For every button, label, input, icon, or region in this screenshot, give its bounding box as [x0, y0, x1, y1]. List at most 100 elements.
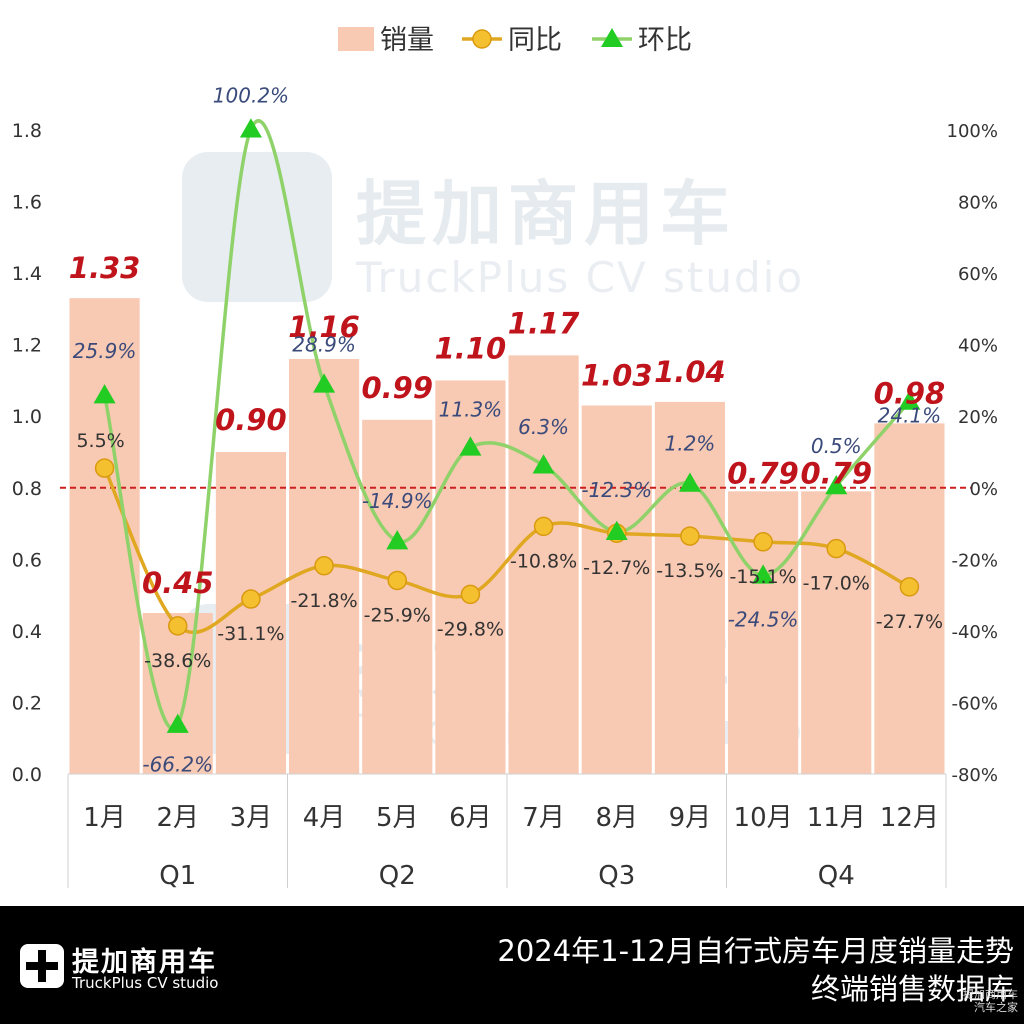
mom-point: [166, 713, 189, 733]
yoy-value-label: 5.5%: [76, 430, 124, 452]
footer-corner-credit: 提加商用车 汽车之家: [963, 988, 1018, 1014]
legend-yoy-marker: [472, 29, 492, 49]
legend-mom-marker: [601, 28, 623, 47]
mom-point: [825, 474, 848, 495]
mom-point: [605, 520, 628, 541]
mom-line: [102, 119, 911, 731]
mom-point: [93, 384, 116, 404]
mom-point: [898, 390, 921, 410]
yoy-value-label: -31.1%: [217, 623, 284, 645]
sales-value-label: 0.79: [800, 456, 872, 490]
sales-value-label: 1.16: [288, 310, 360, 344]
y-right-tick-label: 40%: [958, 336, 998, 357]
y-right-tick-label: 100%: [947, 121, 998, 142]
mom-value-label: 100.2%: [213, 83, 289, 107]
yoy-point: [899, 577, 920, 597]
mom-value-label: 0.5%: [811, 434, 862, 458]
sales-value-label: 1.17: [508, 306, 580, 340]
legend-sales-label: 销量: [380, 25, 434, 56]
mom-point: [532, 454, 555, 474]
x-category-label: 12月: [880, 803, 939, 833]
sales-bar: [801, 491, 872, 774]
y-right-tick-label: -60%: [951, 693, 998, 714]
quarter-label: Q4: [818, 861, 855, 891]
mom-point: [239, 118, 262, 138]
x-category-label: 4月: [303, 803, 346, 833]
sales-value-label: 0.79: [727, 456, 799, 490]
yoy-value-label: -12.7%: [583, 557, 650, 579]
quarter-label: Q1: [159, 861, 196, 891]
mom-point: [678, 472, 701, 492]
x-category-label: 1月: [83, 803, 126, 833]
sales-bar: [69, 298, 140, 774]
yoy-point: [753, 532, 773, 552]
yoy-point: [168, 616, 188, 636]
y-left-tick-label: 0.4: [12, 621, 42, 643]
sales-bar: [874, 423, 945, 774]
brand-logo-icon: [20, 944, 64, 988]
mom-point: [386, 530, 409, 550]
legend-mom-label: 环比: [638, 25, 692, 56]
x-category-label: 5月: [376, 803, 419, 833]
mom-point: [752, 564, 775, 584]
y-left-tick-label: 1.4: [12, 263, 42, 285]
x-category-label: 9月: [669, 803, 712, 833]
y-left-tick-label: 1.6: [12, 192, 42, 214]
mom-value-label: 1.2%: [665, 431, 716, 455]
legend-sales-swatch: [338, 27, 374, 51]
sales-bar: [362, 419, 433, 774]
mom-value-label: -66.2%: [142, 753, 213, 777]
quarter-label: Q2: [379, 861, 416, 891]
footer-brand-en: TruckPlus CV studio: [72, 974, 219, 992]
yoy-value-label: -29.8%: [437, 618, 504, 640]
x-category-label: 7月: [522, 803, 565, 833]
watermark-logo-icon: [182, 152, 332, 302]
footer-brand: 提加商用车: [72, 947, 217, 978]
y-left-tick-label: 0.6: [12, 549, 42, 571]
sales-value-label: 0.99: [361, 371, 433, 405]
sales-bar: [142, 613, 213, 774]
yoy-point: [314, 556, 334, 576]
sales-value-label: 0.90: [215, 403, 287, 437]
legend-yoy-label: 同比: [508, 25, 562, 56]
y-right-tick-label: -20%: [951, 550, 998, 571]
sales-chart: 0.0 0.2 0.4 0.6 0.8 1.0 1.2 1.4 1.6 1.8 -80% -60% -4…: [12, 25, 998, 891]
footer-banner: 提加商用车 TruckPlus CV studio 2024年1-12月自行式房…: [0, 906, 1024, 1024]
x-category-label: 11月: [807, 803, 866, 833]
y-left-tick-label: 0.8: [12, 478, 42, 500]
yoy-point: [533, 516, 554, 537]
y-right-tick-label: 60%: [958, 264, 998, 285]
mom-point: [313, 373, 336, 393]
sales-value-label: 1.04: [654, 355, 726, 389]
quarter-label: Q3: [598, 861, 635, 891]
mom-value-label: 6.3%: [518, 415, 569, 439]
sales-value-label: 0.98: [874, 376, 946, 410]
mom-value-label: 28.9%: [292, 332, 356, 356]
yoy-point: [460, 584, 481, 605]
yoy-point: [94, 458, 115, 478]
y-right-tick-label: -80%: [951, 765, 998, 786]
y-right-tick-label: 80%: [958, 193, 998, 214]
yoy-point: [826, 538, 846, 559]
yoy-point: [680, 526, 700, 546]
yoy-value-label: -17.0%: [803, 573, 870, 595]
x-category-label: 2月: [156, 803, 199, 833]
sales-value-label: 1.33: [69, 251, 141, 285]
yoy-point: [387, 570, 407, 591]
yoy-value-label: -25.9%: [364, 604, 431, 626]
x-category-label: 8月: [595, 803, 638, 833]
mom-value-label: 11.3%: [439, 397, 503, 421]
mom-value-label: 25.9%: [73, 339, 137, 363]
x-category-label: 6月: [449, 803, 492, 833]
yoy-value-label: -27.7%: [876, 611, 943, 633]
mom-value-label: -14.9%: [362, 489, 433, 513]
footer-title: 2024年1-12月自行式房车月度销量走势: [497, 934, 1014, 968]
footer-subtitle: 终端销售数据库: [810, 972, 1014, 1006]
yoy-value-label: -21.8%: [290, 590, 357, 612]
sales-value-label: 1.03: [581, 358, 653, 392]
yoy-value-label: -15.1%: [729, 566, 796, 588]
sales-bar: [215, 452, 286, 774]
mom-value-label: -12.3%: [581, 478, 652, 502]
mom-value-label: 24.1%: [878, 404, 942, 428]
chart-area: 提加商用车 TruckPlus CV studio 提加商用车 TruckPlu…: [11, 25, 998, 891]
